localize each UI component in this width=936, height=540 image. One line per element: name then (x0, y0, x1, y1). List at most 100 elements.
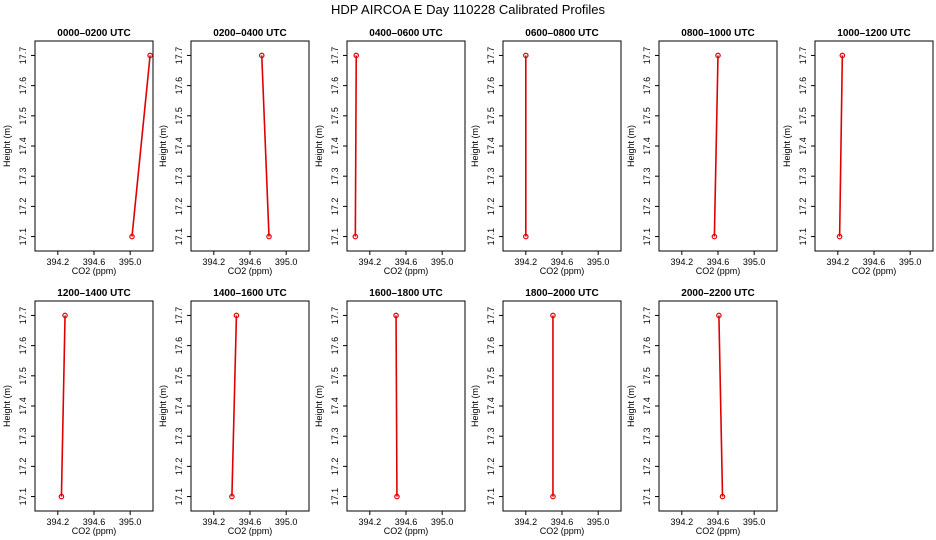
y-tick-label: 17.5 (642, 107, 652, 125)
plot-frame (190, 40, 310, 252)
y-tick-label: 17.4 (330, 397, 340, 415)
profile-point (58, 493, 65, 500)
x-tick-label: 394.2 (47, 517, 70, 527)
y-tick-label: 17.2 (486, 198, 496, 216)
plot-frame (346, 40, 466, 252)
profile-point (147, 52, 153, 59)
profile-line (131, 55, 151, 237)
y-tick-label: 17.3 (330, 167, 340, 185)
x-tick-label: 394.6 (707, 257, 730, 267)
profile-line (231, 315, 238, 497)
x-axis-label: CO2 (ppm) (540, 526, 585, 536)
y-tick-label: 17.1 (642, 228, 652, 246)
profile-point (719, 493, 726, 500)
profile-point (711, 233, 718, 240)
y-tick-label: 17.5 (486, 367, 496, 385)
panel-6: 1000–1200 UTC 394.2 394.6 395.0 17.1 17.2 17.3… (782, 28, 934, 276)
y-tick-label: 17.3 (174, 427, 184, 445)
y-tick-label: 17.1 (18, 488, 28, 506)
y-tick-label: 17.4 (642, 397, 652, 415)
y-tick-label: 17.4 (330, 137, 340, 155)
x-axis-label: CO2 (ppm) (384, 266, 429, 276)
profile-line (395, 315, 398, 497)
profile-point (266, 233, 272, 240)
profile-point (715, 52, 721, 59)
x-tick-label: 394.6 (83, 517, 106, 527)
profile-point (523, 233, 529, 240)
y-tick-label: 17.3 (18, 167, 28, 185)
y-tick-label: 17.2 (174, 198, 184, 216)
figure-title: HDP AIRCOA E Day 110228 Calibrated Profi… (331, 2, 606, 17)
x-tick-label: 395.0 (587, 517, 610, 527)
x-tick-label: 395.0 (119, 257, 142, 267)
panel-8: 1400–1600 UTC 394.2 394.6 395.0 17.1 17.2 17.3… (158, 288, 310, 536)
x-tick-label: 394.2 (671, 257, 694, 267)
x-tick-label: 394.2 (203, 517, 226, 527)
x-tick-label: 394.2 (359, 257, 382, 267)
y-tick-label: 17.3 (642, 167, 652, 185)
y-tick-label: 17.1 (18, 228, 28, 246)
x-tick-label: 395.0 (899, 257, 922, 267)
y-tick-label: 17.4 (486, 397, 496, 415)
y-tick-label: 17.4 (174, 397, 184, 415)
profile-line (718, 315, 724, 497)
y-tick-label: 17.7 (174, 307, 184, 325)
x-tick-label: 395.0 (275, 517, 298, 527)
x-tick-label: 394.2 (47, 257, 70, 267)
y-tick-label: 17.6 (642, 337, 652, 355)
y-axis-label: Height (m) (782, 125, 792, 167)
x-axis-label: CO2 (ppm) (228, 266, 273, 276)
profile-point (352, 233, 359, 240)
y-axis-label: Height (m) (626, 385, 636, 427)
y-tick-label: 17.1 (174, 228, 184, 246)
y-tick-label: 17.5 (18, 367, 28, 385)
panel-title: 1800–2000 UTC (525, 288, 598, 299)
panel-title: 1600–1800 UTC (369, 288, 442, 299)
plot-frame (346, 300, 466, 512)
profile-line (838, 55, 844, 237)
x-axis-label: CO2 (ppm) (696, 526, 741, 536)
plot-frame (814, 40, 934, 252)
y-tick-label: 17.1 (330, 488, 340, 506)
profile-point (836, 233, 843, 240)
y-tick-label: 17.4 (174, 137, 184, 155)
y-tick-label: 17.5 (798, 107, 808, 125)
y-tick-label: 17.4 (18, 137, 28, 155)
y-tick-label: 17.1 (798, 228, 808, 246)
profile-point (550, 493, 556, 500)
x-tick-label: 394.2 (827, 257, 850, 267)
profile-point (550, 312, 556, 319)
plot-frame (502, 40, 622, 252)
y-tick-label: 17.5 (642, 367, 652, 385)
profile-line (260, 55, 270, 237)
x-tick-label: 395.0 (275, 257, 298, 267)
y-tick-label: 17.6 (18, 337, 28, 355)
y-axis-label: Height (m) (2, 125, 12, 167)
y-tick-label: 17.3 (330, 427, 340, 445)
y-tick-label: 17.6 (174, 77, 184, 95)
y-tick-label: 17.1 (330, 228, 340, 246)
y-tick-label: 17.6 (330, 77, 340, 95)
profile-point (233, 312, 240, 319)
x-tick-label: 394.6 (551, 257, 574, 267)
y-tick-label: 17.3 (642, 427, 652, 445)
panel-title: 0800–1000 UTC (681, 28, 754, 39)
panel-2: 0200–0400 UTC 394.2 394.6 395.0 17.1 17.2 17.3… (158, 28, 310, 276)
y-axis-label: Height (m) (314, 125, 324, 167)
x-tick-label: 394.2 (671, 517, 694, 527)
plot-frame (190, 300, 310, 512)
plot-frame (34, 300, 154, 512)
panel-title: 2000–2200 UTC (681, 288, 754, 299)
panel-9: 1600–1800 UTC 394.2 394.6 395.0 17.1 17.2 17.3… (314, 288, 466, 536)
panel-11: 2000–2200 UTC 394.2 394.6 395.0 17.1 17.2 17.3… (626, 288, 778, 536)
y-tick-label: 17.3 (18, 427, 28, 445)
y-tick-label: 17.5 (330, 367, 340, 385)
y-tick-label: 17.7 (330, 47, 340, 65)
panel-title: 0400–0600 UTC (369, 28, 442, 39)
profile-point (62, 312, 68, 319)
plot-frame (502, 300, 622, 512)
x-axis-label: CO2 (ppm) (72, 526, 117, 536)
profile-line (713, 55, 719, 237)
y-tick-label: 17.2 (174, 458, 184, 476)
